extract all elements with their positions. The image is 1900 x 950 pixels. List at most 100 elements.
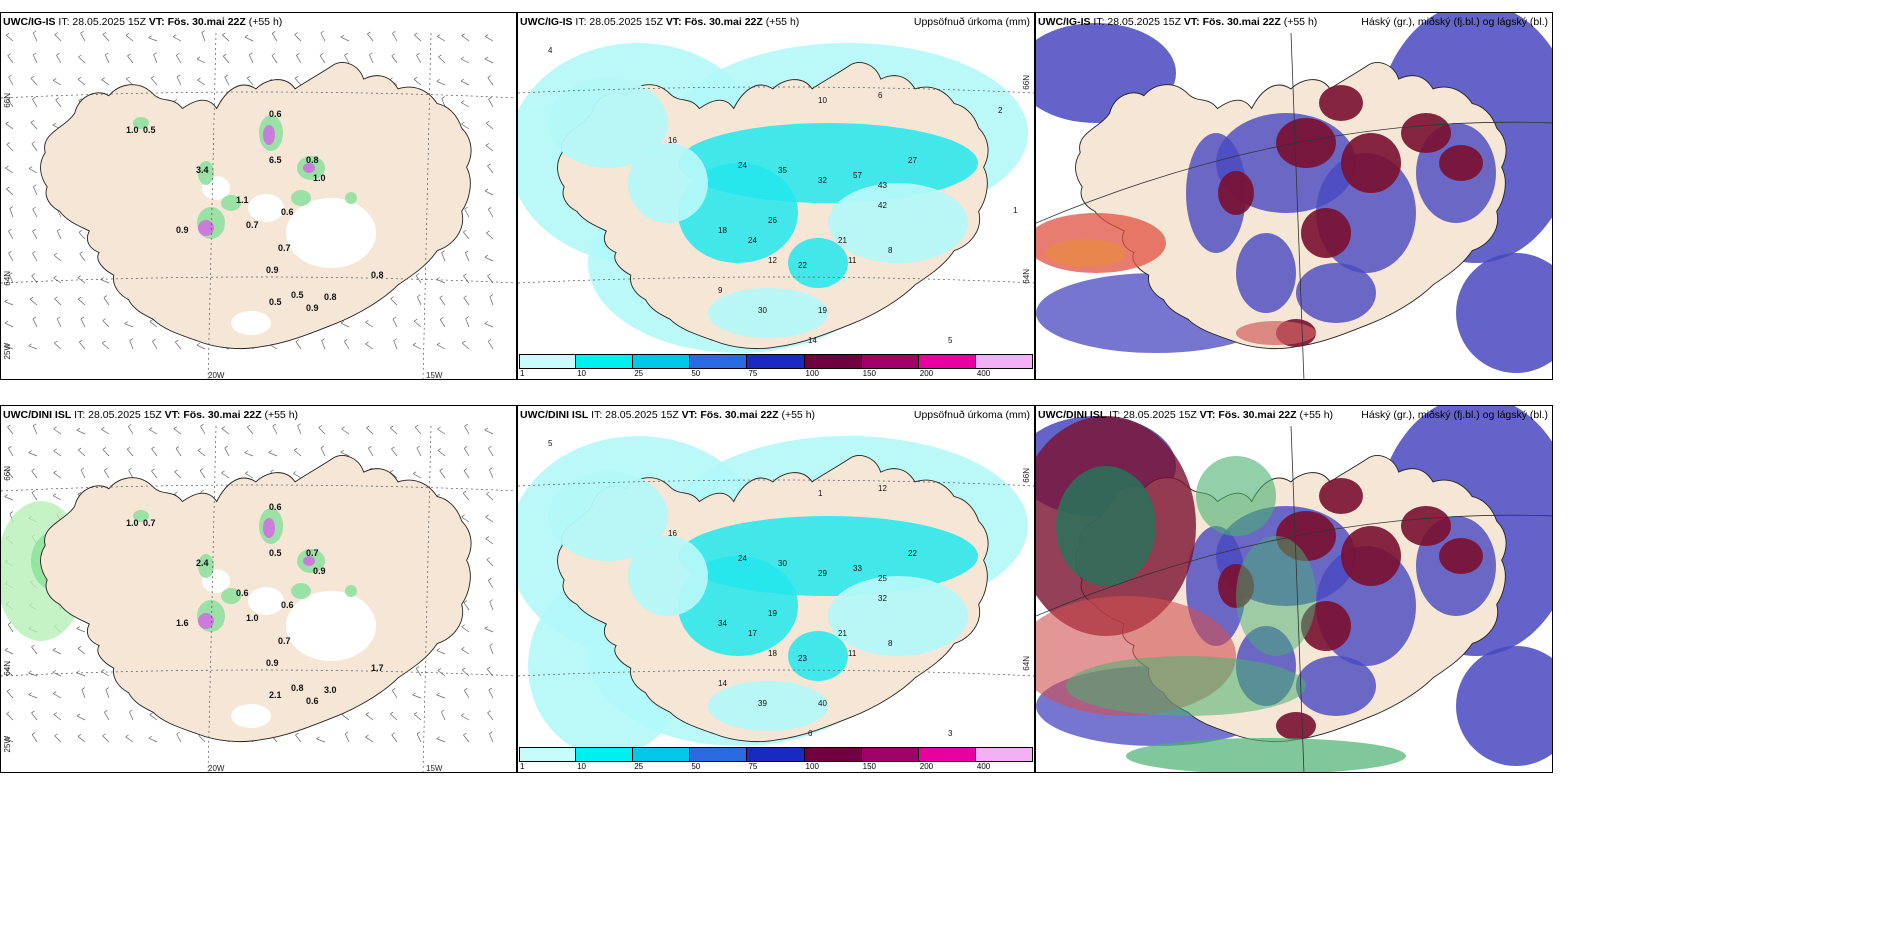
wind-barb [486, 559, 494, 567]
wind-barb [31, 646, 38, 655]
wind-barb [441, 711, 446, 721]
wind-barb [31, 492, 38, 501]
wind-barb-flag [462, 667, 466, 671]
wind-barb [176, 733, 182, 743]
wind-barb-flag [413, 711, 418, 715]
low-cloud-area [1196, 456, 1276, 536]
wind-barb [76, 628, 86, 633]
wind-barb [7, 624, 14, 633]
lon-label-25w: 25W [3, 736, 12, 753]
wind-barb-flag [345, 731, 349, 735]
wind-barb [172, 36, 182, 42]
wind-barb-flag [365, 734, 369, 738]
wind-barb-flag [76, 427, 81, 431]
wind-barb-flag [197, 77, 201, 81]
wind-barb-flag [464, 688, 468, 691]
wind-barb [30, 122, 38, 130]
map-value-label: 1.6 [176, 618, 189, 628]
wind-barb-flag [148, 427, 153, 430]
wind-barb [56, 230, 62, 240]
meridian-line [422, 32, 432, 379]
wind-barb-flag [6, 186, 10, 190]
meridian-line [1290, 32, 1305, 379]
wind-barb-flag [297, 423, 301, 426]
wind-barb [102, 34, 110, 42]
wind-barb-flag [462, 340, 466, 344]
panel-header: UWC/IG-IS IT: 28.05.2025 15Z VT: Fös. 30… [3, 16, 283, 28]
meridian-line [1290, 425, 1305, 772]
wind-barb [484, 323, 494, 328]
map-value-label: 17 [748, 629, 757, 638]
map-value-label: 11 [848, 256, 857, 265]
map-canvas: 0.61.0 0.70.60.70.90.61.00.70.9 1.72.10.80… [1, 423, 516, 772]
wind-barb [76, 429, 86, 435]
wind-barb [104, 712, 110, 721]
precip-heavy [303, 163, 315, 173]
meridian-line [207, 32, 217, 379]
wind-barb-flag [437, 34, 441, 37]
wind-barb-flag [437, 426, 441, 430]
low-cloud-area [1066, 656, 1306, 716]
wind-barb-flag [52, 647, 57, 651]
wind-barb [295, 341, 302, 350]
wind-barb-flag [31, 732, 36, 735]
wind-barb-flag [151, 446, 155, 450]
wind-barb-flag [7, 53, 11, 56]
wind-barb [441, 98, 446, 108]
map-value-label: 0.6 [281, 207, 294, 217]
wind-barb [365, 343, 374, 350]
mid-cloud-area [1456, 253, 1552, 373]
wind-barb-flag [101, 669, 105, 672]
wind-barb [28, 694, 38, 699]
map-value-label: 24 [738, 554, 747, 563]
wind-barb [4, 345, 14, 350]
wind-barb [344, 733, 350, 743]
wind-barb [31, 712, 38, 721]
wind-barb-flag [31, 273, 35, 277]
precip-light-area [548, 78, 668, 168]
wind-barb [461, 123, 470, 130]
high-cloud-area [1341, 133, 1401, 193]
wind-barb [76, 715, 86, 721]
wind-barb-flag [33, 423, 37, 427]
wind-barb-flag [7, 97, 12, 100]
wind-barb-flag [5, 667, 10, 671]
map-value-label: 1 [1013, 206, 1018, 215]
legend-swatch [519, 747, 577, 762]
panel-header: UWC/IG-IS IT: 28.05.2025 15Z VT: Fös. 30… [1038, 16, 1548, 28]
wind-barb [392, 33, 398, 42]
precip-shower [291, 190, 311, 206]
wind-barb [487, 580, 494, 589]
wind-barb-flag [484, 188, 489, 192]
wind-barb-flag [102, 733, 106, 737]
wind-barb-flag [461, 33, 465, 36]
map-value-label: 0.8 [306, 155, 319, 165]
wind-barb [485, 145, 494, 152]
high-cloud-area [1401, 113, 1451, 153]
wind-barb [436, 694, 446, 699]
high-cloud-area [1439, 538, 1483, 574]
wind-barb [462, 669, 470, 677]
wind-barb-flag [390, 296, 394, 299]
mid-cloud-area [1236, 233, 1296, 313]
wind-barb-flag [488, 687, 493, 691]
wind-barb-flag [412, 471, 417, 474]
precip-legend: 1 10 25 50 75 100 150 200 400 [519, 354, 1033, 378]
wind-barb-flag [244, 450, 248, 453]
wind-barb [175, 448, 182, 457]
map-value-label: 25 [878, 574, 887, 583]
wind-barb-flag [53, 426, 57, 430]
wind-barb [293, 473, 302, 479]
wind-barb [224, 447, 230, 457]
wind-barb-flag [152, 339, 156, 342]
wind-barb [53, 472, 62, 479]
wind-barb [197, 79, 206, 86]
wind-barb-flag [340, 34, 345, 38]
wind-barb-flag [271, 31, 276, 34]
map-value-label: 0.6 [281, 600, 294, 610]
wind-barb [415, 668, 422, 677]
mixed-cloud-area [1236, 321, 1316, 345]
legend-swatch [519, 354, 577, 369]
wind-barb-flag [320, 30, 325, 34]
wind-barb-flag [174, 491, 178, 495]
